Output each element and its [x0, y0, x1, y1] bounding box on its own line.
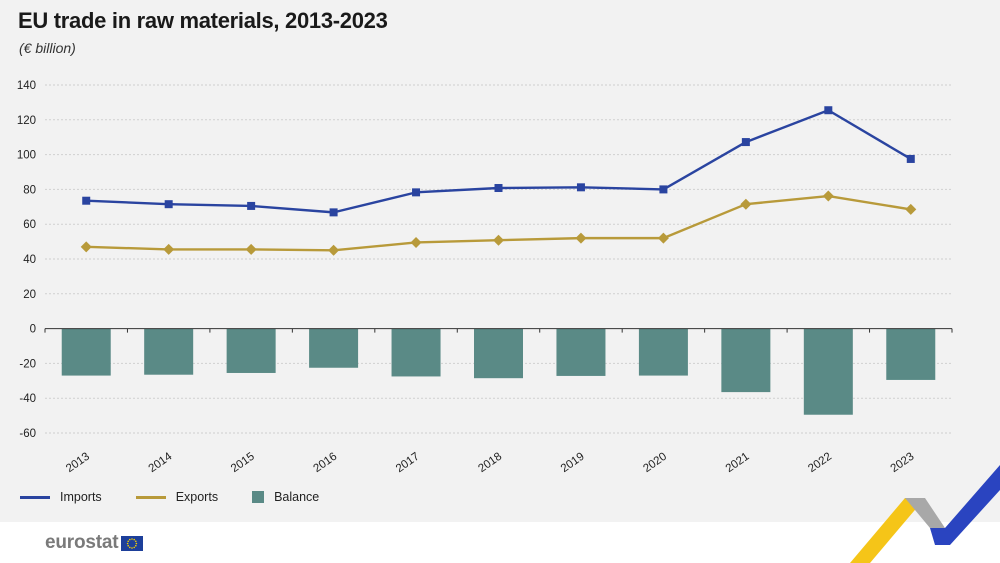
imports-marker	[576, 183, 585, 192]
x-tick-label: 2013	[64, 451, 92, 476]
y-tick-label: 80	[23, 184, 36, 196]
eurostat-logo: eurostat	[45, 532, 144, 554]
exports-marker	[245, 243, 257, 255]
imports-marker	[741, 138, 750, 147]
exports-marker	[493, 234, 504, 246]
x-tick-label: 2021	[724, 451, 752, 476]
chart-title: EU trade in raw materials, 2013-2023	[18, 8, 388, 33]
exports-swatch	[135, 495, 166, 499]
legend-item-balance[interactable]: Balance	[252, 490, 319, 504]
balance-bar	[474, 328, 523, 379]
balance-bar	[638, 328, 688, 376]
imports-swatch	[20, 495, 50, 499]
logo-text: eurostat	[45, 532, 119, 553]
series-markers	[80, 106, 917, 256]
chart-subtitle: (€ billion)	[19, 40, 76, 56]
exports-marker	[410, 236, 422, 248]
imports-marker	[906, 154, 915, 163]
y-tick-label: 120	[17, 115, 36, 127]
exports-marker	[575, 232, 587, 244]
balance-bar	[721, 328, 771, 393]
line-series	[86, 109, 912, 252]
y-tick-label: 100	[17, 150, 36, 162]
footer: eurostat	[0, 522, 1000, 563]
x-tick-label: 2014	[147, 450, 175, 475]
y-tick-label: -40	[19, 393, 36, 405]
x-tick-label: 2015	[229, 451, 257, 476]
imports-marker	[824, 106, 833, 115]
imports-marker	[494, 184, 503, 193]
x-tick-label: 2017	[394, 451, 422, 476]
x-tick-label: 2016	[311, 451, 339, 476]
exports-marker	[905, 203, 917, 215]
y-tick-label: 0	[30, 324, 36, 336]
exports-marker	[657, 232, 669, 244]
imports-marker	[659, 185, 668, 194]
legend-item-exports[interactable]: Exports	[135, 490, 219, 504]
x-tick-label: 2018	[476, 451, 504, 476]
x-tick-label: 2020	[641, 451, 669, 476]
y-tick-label: 20	[23, 289, 36, 301]
legend: Imports Exports Balance	[20, 490, 353, 504]
imports-marker	[329, 208, 338, 217]
exports-marker	[822, 190, 834, 202]
imports-marker	[164, 200, 173, 209]
exports-marker	[328, 244, 340, 256]
x-tick-label: 2022	[806, 451, 834, 476]
y-tick-label: -20	[19, 358, 36, 370]
legend-label-exports: Exports	[175, 490, 219, 504]
balance-bar	[226, 328, 276, 373]
balance-bar	[61, 328, 111, 376]
exports-marker	[80, 241, 92, 253]
imports-marker	[247, 201, 256, 210]
balance-bar	[391, 328, 441, 377]
legend-item-imports[interactable]: Imports	[20, 490, 102, 504]
x-tick-label: 2019	[559, 451, 587, 476]
x-tick-label: 2023	[889, 451, 917, 476]
balance-swatch	[252, 491, 265, 503]
imports-marker	[82, 196, 91, 205]
balance-bar	[886, 328, 936, 380]
y-tick-label: 60	[23, 219, 36, 231]
exports-marker	[740, 198, 752, 210]
exports-marker	[163, 243, 175, 255]
y-axis-ticks: 140 120 100 80 60 40 20 0 -20 -40 -60	[17, 80, 36, 440]
balance-bar	[144, 328, 194, 375]
legend-label-balance: Balance	[274, 490, 320, 504]
eu-flag-icon	[121, 535, 144, 551]
balance-bar	[556, 328, 606, 376]
imports-line	[86, 109, 912, 214]
legend-label-imports: Imports	[60, 490, 102, 504]
y-tick-label: -60	[19, 428, 36, 440]
y-tick-label: 40	[23, 254, 36, 266]
balance-bars	[61, 328, 936, 415]
balance-bar	[803, 328, 853, 415]
balance-bar	[309, 328, 359, 368]
y-tick-label: 140	[17, 80, 36, 92]
imports-marker	[412, 188, 421, 197]
